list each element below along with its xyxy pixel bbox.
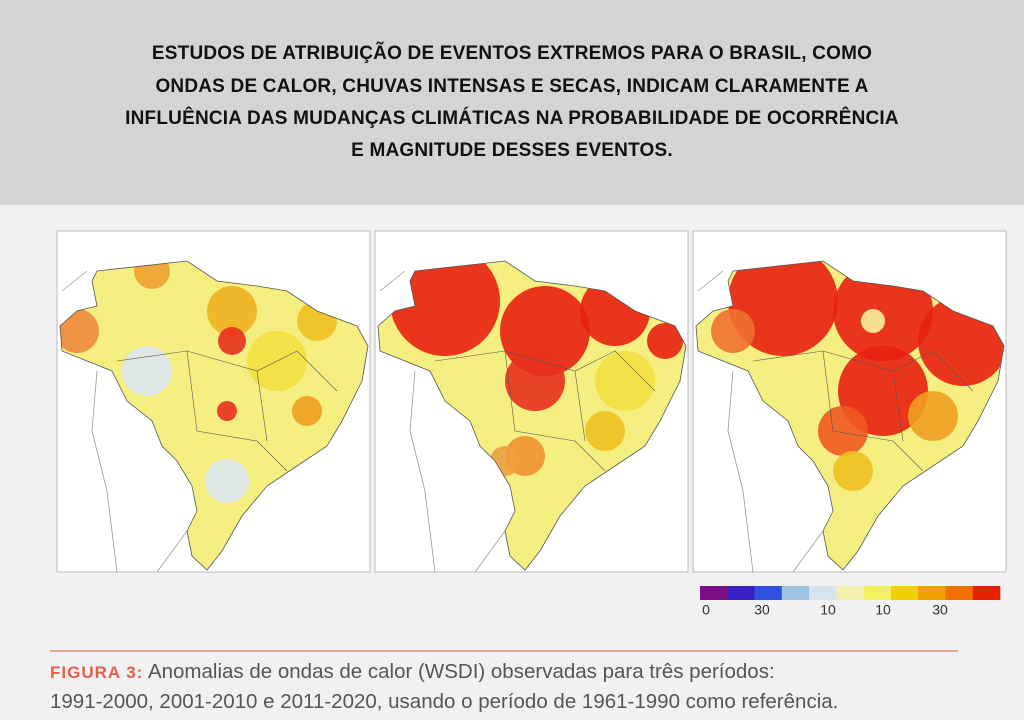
colorbar-swatch [781, 586, 810, 600]
colorbar-label: 0 [702, 602, 710, 618]
map-panel [56, 230, 371, 573]
anomaly-area [122, 346, 172, 396]
header: ESTUDOS DE ATRIBUIÇÃO DE EVENTOS EXTREMO… [0, 0, 1024, 205]
anomaly-area [207, 286, 257, 336]
anomaly-area [505, 351, 565, 411]
anomaly-area [205, 459, 249, 503]
brazil-outline [59, 260, 369, 571]
colorbar-label: 30 [754, 602, 770, 618]
anomaly-area [292, 396, 322, 426]
brazil-outline [695, 260, 1005, 571]
anomaly-area [585, 411, 625, 451]
anomaly-area [500, 286, 590, 376]
anomaly-area [833, 451, 873, 491]
state-borders [116, 350, 338, 472]
map-panel [374, 230, 689, 573]
state-borders [434, 350, 656, 472]
anomaly-area [217, 401, 237, 421]
colorbar-swatch [809, 586, 837, 600]
colorbar-swatch [945, 586, 974, 600]
neighbor-borders [697, 270, 824, 573]
neighbor-borders [61, 270, 188, 573]
colorbar-swatch [890, 586, 919, 600]
header-line: INFLUÊNCIA DAS MUDANÇAS CLIMÁTICAS NA PR… [125, 108, 899, 129]
colorbar-swatch [754, 586, 783, 600]
anomaly-area [647, 323, 683, 359]
anomaly-area [595, 351, 655, 411]
caption-label: FIGURA 3: [50, 663, 144, 682]
anomaly-area [728, 261, 838, 356]
header-line: E MAGNITUDE DESSES EVENTOS. [351, 140, 673, 161]
colorbar-swatch [972, 586, 1001, 600]
colorbar-swatch [836, 586, 864, 600]
caption-line: FIGURA 3: Anomalias de ondas de calor (W… [50, 660, 775, 684]
neighbor-borders [379, 270, 506, 573]
colorbar-label: 10 [875, 602, 891, 618]
caption-text: Anomalias de ondas de calor (WSDI) obser… [147, 660, 775, 683]
colorbar-swatch [727, 586, 755, 600]
colorbar-label: 10 [820, 602, 836, 618]
map-panel [692, 230, 1007, 573]
header-line: ONDAS DE CALOR, CHUVAS INTENSAS E SECAS,… [155, 76, 869, 97]
caption-line: 1991-2000, 2001-2010 e 2011-2020, usando… [50, 690, 839, 713]
anomaly-area [908, 391, 958, 441]
colorbar-swatch [863, 586, 892, 600]
anomaly-area [818, 406, 868, 456]
anomaly-area [861, 309, 885, 333]
colorbar-swatch [918, 586, 946, 600]
anomaly-area [218, 327, 246, 355]
anomaly-area [390, 261, 500, 356]
anomaly-area [711, 309, 755, 353]
header-line: ESTUDOS DE ATRIBUIÇÃO DE EVENTOS EXTREMO… [151, 43, 873, 64]
brazil-outline [377, 260, 687, 571]
colorbar-swatch [700, 586, 728, 600]
colorbar-label: 30 [932, 602, 948, 618]
state-borders [752, 350, 974, 472]
